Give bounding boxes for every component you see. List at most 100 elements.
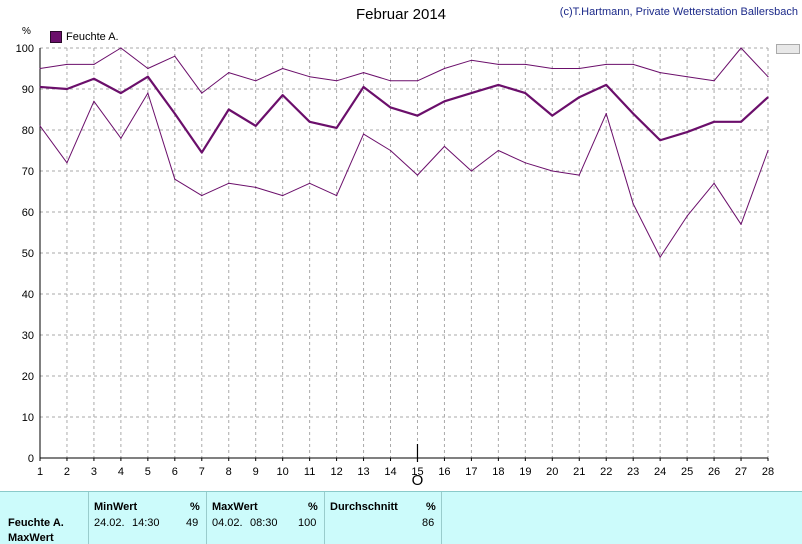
y-tick-label: 80 bbox=[22, 125, 34, 137]
x-tick-label: 8 bbox=[226, 466, 232, 478]
x-tick-label: 26 bbox=[708, 466, 720, 478]
data-point bbox=[228, 182, 230, 184]
data-point bbox=[497, 63, 499, 65]
min-header: MinWert bbox=[94, 501, 138, 513]
data-point bbox=[93, 78, 95, 80]
data-point bbox=[120, 92, 122, 94]
data-point bbox=[147, 76, 149, 78]
x-tick-label: 6 bbox=[172, 466, 178, 478]
x-tick-label: 21 bbox=[573, 466, 585, 478]
series-line-max bbox=[39, 47, 769, 94]
x-tick-label: 2 bbox=[64, 466, 70, 478]
data-point bbox=[174, 113, 176, 115]
x-tick-label: 28 bbox=[762, 466, 774, 478]
data-point bbox=[255, 80, 257, 82]
x-tick-label: 3 bbox=[91, 466, 97, 478]
data-point bbox=[39, 86, 41, 88]
data-point bbox=[147, 67, 149, 70]
x-tick-label: 14 bbox=[384, 466, 396, 478]
data-point bbox=[740, 121, 742, 123]
x-tick-label: 4 bbox=[118, 466, 124, 478]
y-tick-label: 60 bbox=[22, 207, 34, 219]
data-point bbox=[470, 59, 473, 61]
data-point bbox=[201, 92, 203, 94]
data-point bbox=[362, 72, 365, 74]
legend: Feuchte A. bbox=[50, 31, 119, 43]
data-point bbox=[524, 63, 526, 65]
x-tick-label: 16 bbox=[438, 466, 450, 478]
data-point bbox=[389, 80, 392, 82]
x-tick-label: 7 bbox=[199, 466, 205, 478]
x-tick-label: 1 bbox=[37, 466, 43, 478]
x-tick-label: 11 bbox=[304, 466, 315, 478]
row-label-secondary: MaxWert bbox=[8, 532, 54, 544]
data-point bbox=[713, 182, 715, 184]
data-point bbox=[767, 76, 769, 78]
min-date: 24.02. bbox=[94, 517, 125, 529]
data-point bbox=[686, 76, 688, 78]
data-point bbox=[605, 63, 607, 65]
y-tick-label: 40 bbox=[22, 289, 34, 301]
y-tick-label: 30 bbox=[22, 330, 34, 342]
data-point bbox=[389, 106, 392, 109]
x-tick-label: 22 bbox=[600, 466, 612, 478]
x-tick-label: 27 bbox=[735, 466, 747, 478]
data-point bbox=[578, 67, 580, 70]
x-tick-label: 18 bbox=[492, 466, 504, 478]
data-point bbox=[443, 100, 446, 102]
data-point bbox=[551, 170, 553, 172]
data-point bbox=[120, 137, 122, 139]
data-point bbox=[228, 108, 230, 111]
max-time: 08:30 bbox=[250, 517, 278, 529]
x-tick-label: 12 bbox=[330, 466, 342, 478]
data-point bbox=[416, 174, 419, 176]
y-tick-label: 10 bbox=[22, 412, 34, 424]
x-tick-label: 9 bbox=[253, 466, 259, 478]
data-point bbox=[120, 47, 122, 49]
x-tick-label: 20 bbox=[546, 466, 558, 478]
copyright-text: (c)T.Hartmann, Private Wetterstation Bal… bbox=[559, 6, 798, 18]
data-point bbox=[389, 149, 392, 152]
data-point bbox=[632, 113, 634, 115]
legend-swatch bbox=[50, 31, 62, 43]
x-tick-label: 10 bbox=[277, 466, 289, 478]
data-point bbox=[524, 162, 526, 164]
x-tick-label: 23 bbox=[627, 466, 639, 478]
data-point bbox=[659, 139, 661, 141]
data-point bbox=[335, 80, 338, 82]
x-tick-label: 25 bbox=[681, 466, 693, 478]
series-line-min bbox=[39, 92, 769, 258]
data-point bbox=[282, 67, 284, 70]
legend-label: Feuchte A. bbox=[66, 31, 119, 43]
y-tick-label: 0 bbox=[28, 453, 34, 465]
max-header: MaxWert bbox=[212, 501, 258, 513]
data-point bbox=[767, 96, 769, 98]
max-value: 100 bbox=[298, 517, 317, 529]
y-tick-label: 20 bbox=[22, 371, 34, 383]
x-tick-label: 19 bbox=[519, 466, 531, 478]
data-point bbox=[686, 131, 688, 133]
data-point bbox=[309, 121, 311, 123]
data-point bbox=[443, 67, 446, 70]
avg-value: 86 bbox=[422, 517, 435, 529]
data-point bbox=[93, 63, 95, 65]
min-value: 49 bbox=[186, 517, 199, 529]
data-point bbox=[443, 145, 446, 147]
data-point bbox=[201, 195, 203, 197]
data-point bbox=[524, 92, 526, 94]
column-divider bbox=[206, 492, 207, 544]
day-marker-label: O bbox=[412, 472, 424, 489]
data-point bbox=[39, 125, 41, 127]
data-point bbox=[632, 203, 634, 205]
column-divider bbox=[441, 492, 442, 544]
avg-unit: % bbox=[426, 501, 436, 513]
data-point bbox=[66, 162, 68, 164]
x-tick-label: 13 bbox=[357, 466, 369, 478]
data-point bbox=[174, 55, 176, 57]
y-tick-label: 50 bbox=[22, 248, 34, 260]
data-point bbox=[309, 76, 311, 78]
scroll-handle[interactable] bbox=[776, 44, 800, 54]
data-point bbox=[470, 92, 473, 94]
data-point bbox=[713, 121, 715, 123]
